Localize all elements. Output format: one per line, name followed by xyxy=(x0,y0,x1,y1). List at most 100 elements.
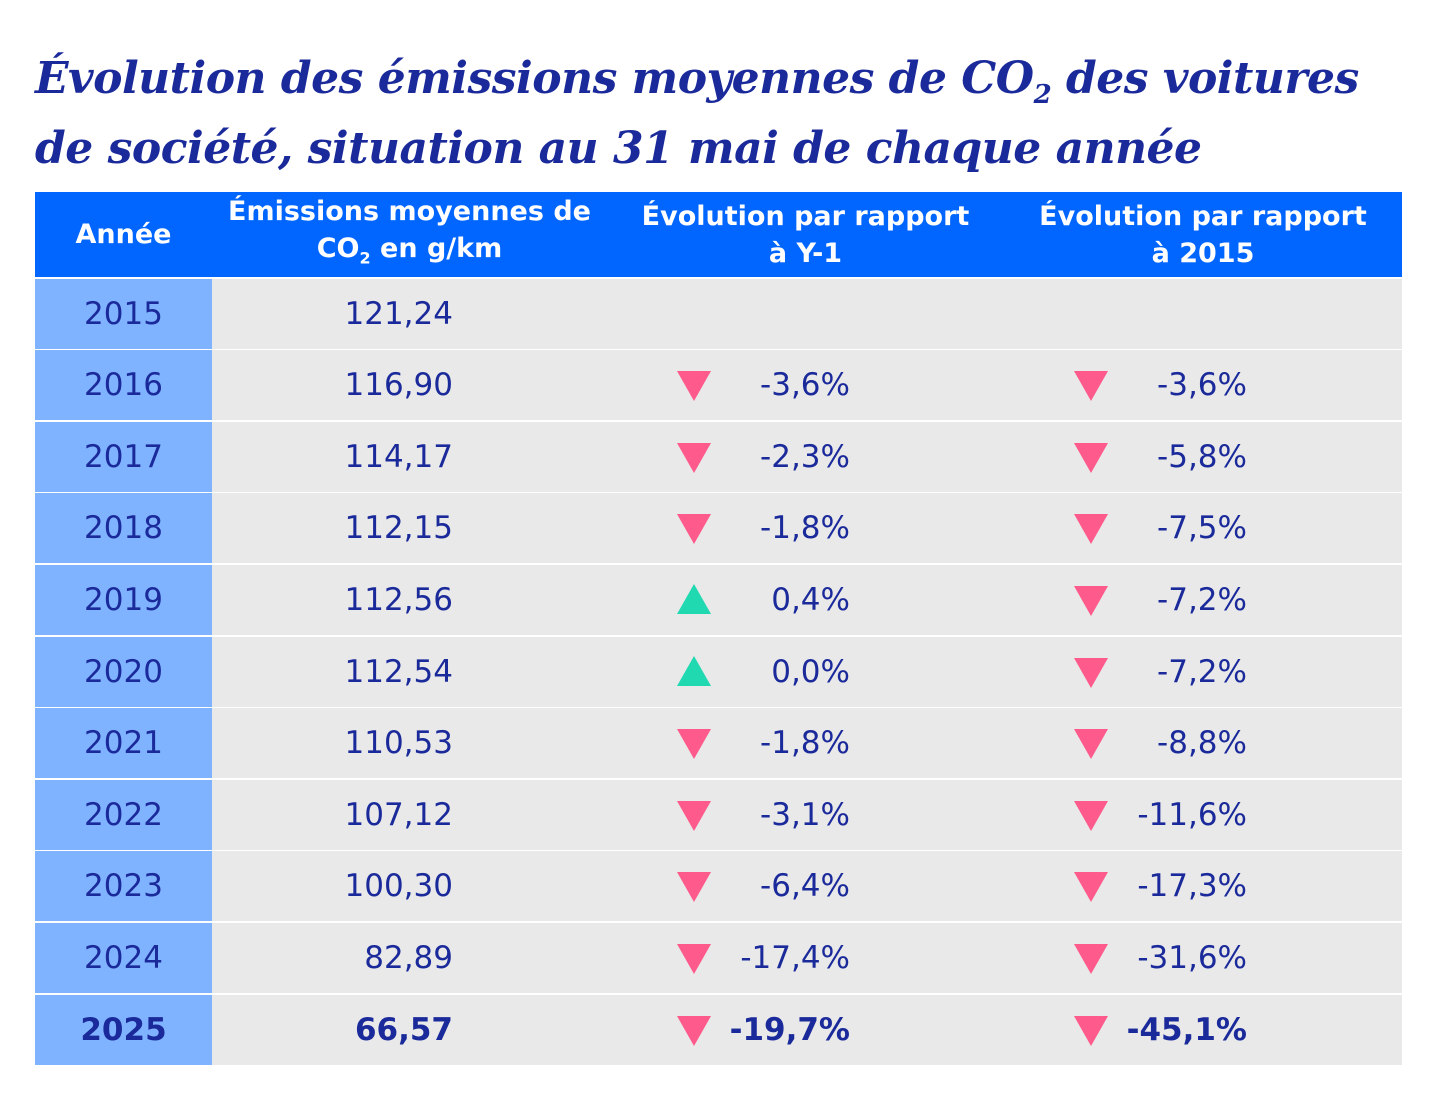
year: 2018 xyxy=(84,510,163,547)
row-background xyxy=(212,493,1402,564)
row-background xyxy=(212,564,1402,635)
yoy-value: -1,8% xyxy=(760,725,850,762)
triangle-up-icon xyxy=(677,655,711,686)
triangle-down-icon xyxy=(1074,943,1108,974)
emissions-value: 114,17 xyxy=(344,438,453,475)
triangle-down-icon xyxy=(1074,371,1108,402)
vs2015-value: -7,2% xyxy=(1157,653,1247,690)
year-cell: 2022 xyxy=(35,779,212,850)
row-background xyxy=(212,779,1402,850)
emissions-cell: 100,30 xyxy=(212,851,453,921)
header-label: Évolution par rapport à 2015 xyxy=(1039,198,1367,272)
year-cell: 2020 xyxy=(35,636,212,707)
yoy-cell: -2,3% xyxy=(659,422,850,492)
year: 2021 xyxy=(84,725,163,762)
title-text: des voitures xyxy=(1051,53,1359,104)
vs2015-value: -5,8% xyxy=(1157,438,1247,475)
header-year: Année xyxy=(35,192,212,277)
vs2015-cell xyxy=(1056,279,1247,349)
header-line: Évolution par rapport xyxy=(1039,200,1367,232)
year: 2022 xyxy=(84,796,163,833)
emissions-value: 66,57 xyxy=(354,1011,453,1048)
vs2015-cell: -11,6% xyxy=(1056,780,1247,850)
triangle-down-icon xyxy=(1074,872,1108,903)
triangle-down-icon xyxy=(1074,585,1108,616)
vs2015-value: -45,1% xyxy=(1126,1011,1247,1048)
vs2015-value: -3,6% xyxy=(1157,367,1247,404)
triangle-down-icon xyxy=(1074,657,1108,688)
header-label: Année xyxy=(75,219,172,250)
emissions-table: Année Émissions moyennes de CO2 en g/km É… xyxy=(35,192,1402,1065)
table-row: 2022 107,12 -3,1% -11,6% xyxy=(35,779,1402,850)
title-text: Évolution des émissions moyennes de CO xyxy=(35,53,1034,104)
emissions-cell: 66,57 xyxy=(212,995,453,1065)
emissions-value: 116,90 xyxy=(344,367,453,404)
year: 2016 xyxy=(84,367,163,404)
emissions-value: 112,56 xyxy=(344,581,453,618)
yoy-cell: -19,7% xyxy=(659,995,850,1065)
header-line: Évolution par rapport xyxy=(641,200,970,232)
vs2015-cell: -17,3% xyxy=(1056,851,1247,921)
vs2015-cell: -7,5% xyxy=(1056,493,1247,563)
year: 2017 xyxy=(84,438,163,475)
table-header: Année Émissions moyennes de CO2 en g/km É… xyxy=(35,192,1402,277)
vs2015-value: -31,6% xyxy=(1137,939,1247,976)
table-row: 2017 114,17 -2,3% -5,8% xyxy=(35,421,1402,492)
year-cell: 2019 xyxy=(35,564,212,635)
yoy-value: -2,3% xyxy=(760,438,850,475)
yoy-cell: -1,8% xyxy=(659,493,850,563)
yoy-cell: -3,1% xyxy=(659,780,850,850)
header-yoy: Évolution par rapport à Y-1 xyxy=(607,192,1004,277)
emissions-value: 112,15 xyxy=(344,510,453,547)
vs2015-cell: -3,6% xyxy=(1056,350,1247,420)
header-line: à 2015 xyxy=(1151,237,1255,269)
yoy-cell xyxy=(659,279,850,349)
triangle-down-icon xyxy=(677,442,711,473)
year-cell: 2016 xyxy=(35,350,212,421)
row-background xyxy=(212,708,1402,779)
triangle-down-icon xyxy=(677,872,711,903)
yoy-value: -6,4% xyxy=(760,868,850,905)
table-row: 2019 112,56 0,4% -7,2% xyxy=(35,564,1402,635)
year-cell: 2023 xyxy=(35,851,212,922)
vs2015-value: -11,6% xyxy=(1137,796,1247,833)
emissions-cell: 107,12 xyxy=(212,780,453,850)
vs2015-value: -7,2% xyxy=(1157,581,1247,618)
emissions-cell: 116,90 xyxy=(212,350,453,420)
year: 2015 xyxy=(84,295,163,332)
header-label: Évolution par rapport à Y-1 xyxy=(642,198,970,272)
emissions-value: 82,89 xyxy=(364,939,453,976)
vs2015-value: -8,8% xyxy=(1157,725,1247,762)
table-body: 2015 121,24 2016 116,90 -3,6% -3,6% 2017… xyxy=(35,278,1402,1065)
emissions-cell: 114,17 xyxy=(212,422,453,492)
yoy-value: 0,4% xyxy=(771,581,850,618)
emissions-value: 110,53 xyxy=(344,725,453,762)
row-background xyxy=(212,421,1402,492)
emissions-cell: 112,54 xyxy=(212,637,453,707)
emissions-value: 121,24 xyxy=(344,295,453,332)
row-background xyxy=(212,636,1402,707)
header-line: CO xyxy=(316,232,360,264)
triangle-down-icon xyxy=(1074,1015,1108,1046)
emissions-cell: 121,24 xyxy=(212,279,453,349)
header-line: à Y-1 xyxy=(768,237,843,269)
emissions-cell: 110,53 xyxy=(212,708,453,778)
vs2015-value: -7,5% xyxy=(1157,510,1247,547)
yoy-cell: -17,4% xyxy=(659,923,850,993)
header-vs-2015: Évolution par rapport à 2015 xyxy=(1004,192,1402,277)
year: 2020 xyxy=(84,653,163,690)
yoy-value: -3,6% xyxy=(760,367,850,404)
vs2015-value: -17,3% xyxy=(1137,868,1247,905)
emissions-value: 100,30 xyxy=(344,868,453,905)
vs2015-cell: -5,8% xyxy=(1056,422,1247,492)
row-background xyxy=(212,350,1402,421)
table-row: 2024 82,89 -17,4% -31,6% xyxy=(35,922,1402,993)
triangle-down-icon xyxy=(1074,514,1108,545)
triangle-down-icon xyxy=(677,943,711,974)
vs2015-cell: -7,2% xyxy=(1056,565,1247,635)
table-row: 2018 112,15 -1,8% -7,5% xyxy=(35,493,1402,564)
year-cell: 2015 xyxy=(35,278,212,349)
row-background xyxy=(212,278,1402,349)
header-line: en g/km xyxy=(370,232,503,264)
title-text: de société, situation au 31 mai de chaqu… xyxy=(35,122,1202,174)
